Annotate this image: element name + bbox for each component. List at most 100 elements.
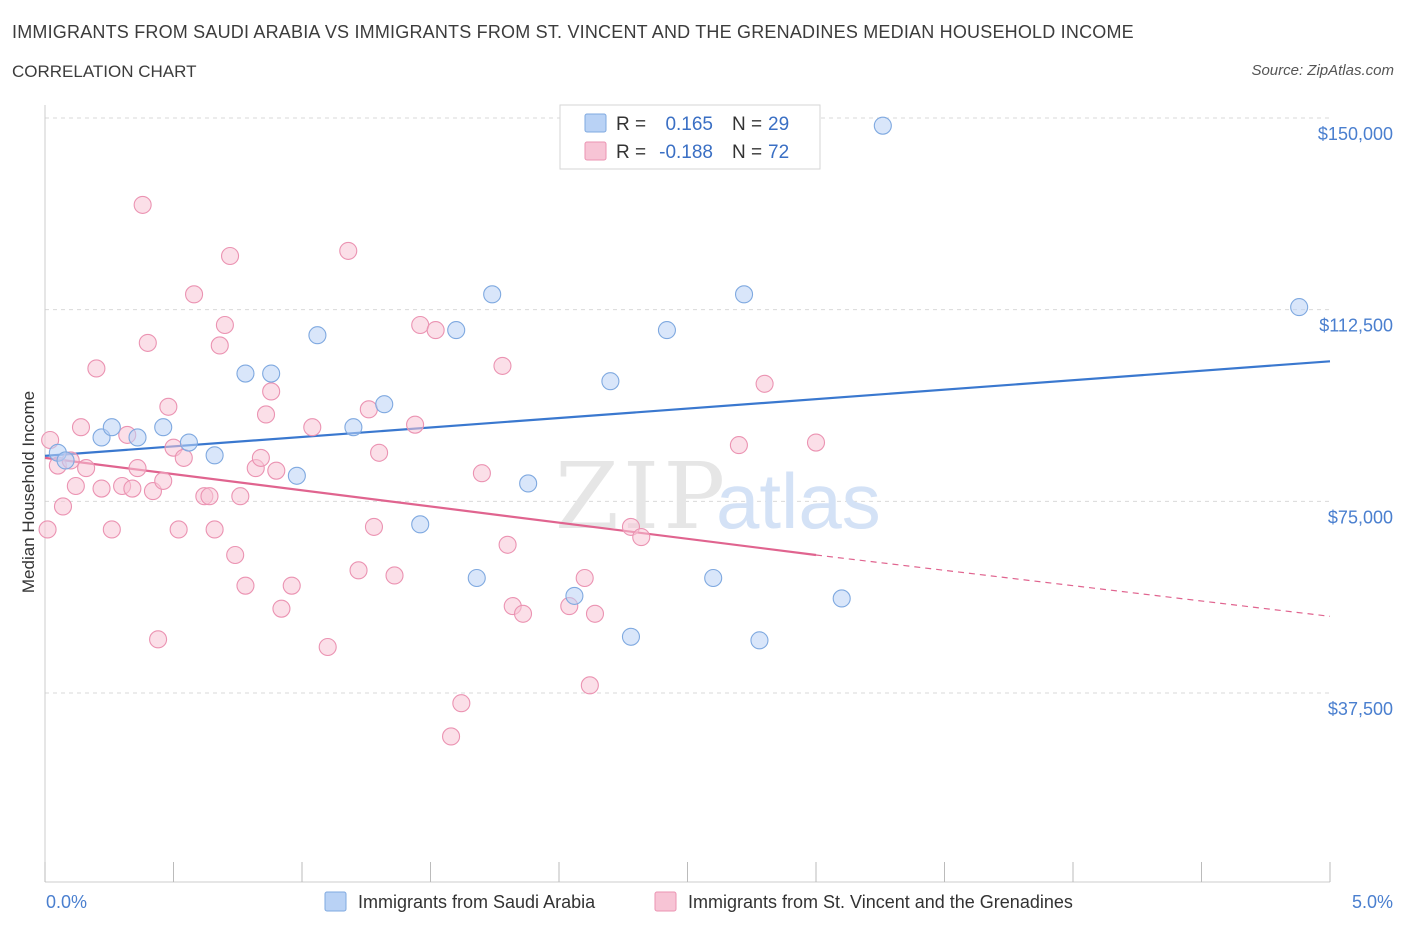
point-st-vincent (575, 568, 594, 588)
point-st-vincent (493, 356, 512, 375)
point-st-vincent (364, 517, 384, 536)
point-st-vincent (632, 528, 651, 547)
point-st-vincent (806, 433, 826, 452)
point-st-vincent (729, 436, 748, 455)
series-saudi-arabia-points (48, 111, 1309, 650)
point-st-vincent (585, 604, 605, 623)
point-st-vincent (231, 487, 250, 506)
bottom-legend-label-saudi-arabia: Immigrants from Saudi Arabia (358, 892, 596, 912)
legend-n-value-1: 29 (768, 114, 789, 135)
legend-swatch-saudi-arabia (584, 113, 607, 133)
trend-line-st-vincent (44, 456, 817, 557)
point-st-vincent (133, 195, 152, 214)
legend-n-label-2: N = (732, 142, 762, 163)
point-st-vincent (210, 336, 229, 355)
point-st-vincent (236, 576, 255, 595)
point-saudi-arabia (483, 285, 502, 304)
chart-title: IMMIGRANTS FROM SAUDI ARABIA VS IMMIGRAN… (12, 22, 1134, 42)
point-st-vincent (128, 459, 147, 478)
watermark-atlas: atlas (716, 457, 881, 545)
point-st-vincent (513, 604, 533, 623)
point-saudi-arabia (601, 372, 620, 391)
point-st-vincent (169, 520, 188, 539)
point-saudi-arabia (467, 568, 486, 588)
point-st-vincent (442, 727, 461, 746)
point-st-vincent (282, 576, 301, 595)
point-saudi-arabia (179, 433, 198, 452)
point-saudi-arabia (56, 451, 75, 470)
point-saudi-arabia (205, 446, 224, 465)
legend-r-label-1: R = (616, 114, 646, 135)
point-st-vincent (370, 443, 389, 462)
point-st-vincent (149, 630, 168, 649)
point-st-vincent (385, 566, 404, 585)
tick-labels: $37,500 $75,000 $112,500 $150,000 0.0% 5.0% (46, 124, 1393, 912)
point-st-vincent (159, 397, 178, 416)
point-st-vincent (411, 315, 430, 335)
point-st-vincent (272, 599, 291, 618)
legend-r-value-1: 0.165 (665, 114, 713, 135)
point-st-vincent (472, 464, 491, 483)
point-saudi-arabia (128, 428, 147, 447)
point-saudi-arabia (102, 418, 121, 437)
point-st-vincent (349, 561, 368, 580)
point-saudi-arabia (236, 364, 255, 383)
x-tick-label: 0.0% (46, 892, 87, 912)
point-st-vincent (174, 448, 193, 467)
point-st-vincent (339, 241, 358, 260)
point-st-vincent (185, 285, 204, 304)
point-saudi-arabia (375, 395, 394, 414)
grid (45, 117, 1330, 694)
point-st-vincent (251, 448, 270, 467)
point-saudi-arabia (411, 515, 430, 534)
bottom-legend: Immigrants from Saudi Arabia Immigrants … (324, 891, 1073, 912)
point-st-vincent (256, 405, 276, 424)
watermark: ZIP atlas (555, 443, 881, 550)
point-saudi-arabia (565, 586, 584, 605)
y-tick-label: $150,000 (1318, 124, 1393, 144)
point-st-vincent (205, 520, 224, 539)
point-st-vincent (102, 520, 121, 539)
point-st-vincent (77, 459, 96, 478)
point-st-vincent (406, 415, 425, 434)
point-st-vincent (123, 479, 142, 498)
point-saudi-arabia (287, 466, 306, 485)
point-st-vincent (755, 374, 774, 393)
legend-r-label-2: R = (616, 142, 646, 163)
legend-n-label-1: N = (732, 114, 762, 135)
trend-line-saudi-arabia (44, 360, 1331, 457)
trend-lines (44, 360, 1331, 617)
point-st-vincent (426, 321, 445, 340)
bottom-legend-label-st-vincent: Immigrants from St. Vincent and the Gren… (688, 892, 1073, 912)
point-saudi-arabia (657, 321, 676, 340)
point-st-vincent (262, 382, 281, 401)
legend-r-value-2: -0.188 (659, 142, 713, 163)
point-st-vincent (215, 315, 234, 335)
point-saudi-arabia (704, 568, 723, 588)
trend-line-st-vincent-extrapolated (815, 554, 1331, 617)
point-saudi-arabia (308, 326, 327, 345)
axes (44, 105, 1331, 883)
point-st-vincent (318, 637, 337, 657)
bottom-legend-swatch-saudi-arabia (324, 891, 347, 912)
point-st-vincent (226, 545, 245, 565)
series-st-vincent-points (38, 195, 826, 746)
point-st-vincent (154, 471, 173, 490)
point-st-vincent (92, 479, 111, 498)
y-tick-label: $112,500 (1319, 316, 1393, 336)
point-saudi-arabia (1290, 298, 1309, 317)
point-st-vincent (200, 487, 219, 506)
y-tick-label: $75,000 (1328, 507, 1393, 527)
point-st-vincent (138, 333, 157, 352)
point-st-vincent (303, 418, 322, 437)
point-st-vincent (580, 676, 599, 695)
point-saudi-arabia (344, 418, 363, 437)
point-saudi-arabia (873, 116, 892, 135)
point-st-vincent (87, 359, 106, 378)
top-legend: R = 0.165 N = 29 R = -0.188 N = 72 (559, 104, 821, 170)
legend-swatch-st-vincent (584, 141, 607, 161)
point-st-vincent (220, 246, 240, 266)
point-st-vincent (66, 476, 85, 496)
point-st-vincent (267, 461, 286, 480)
